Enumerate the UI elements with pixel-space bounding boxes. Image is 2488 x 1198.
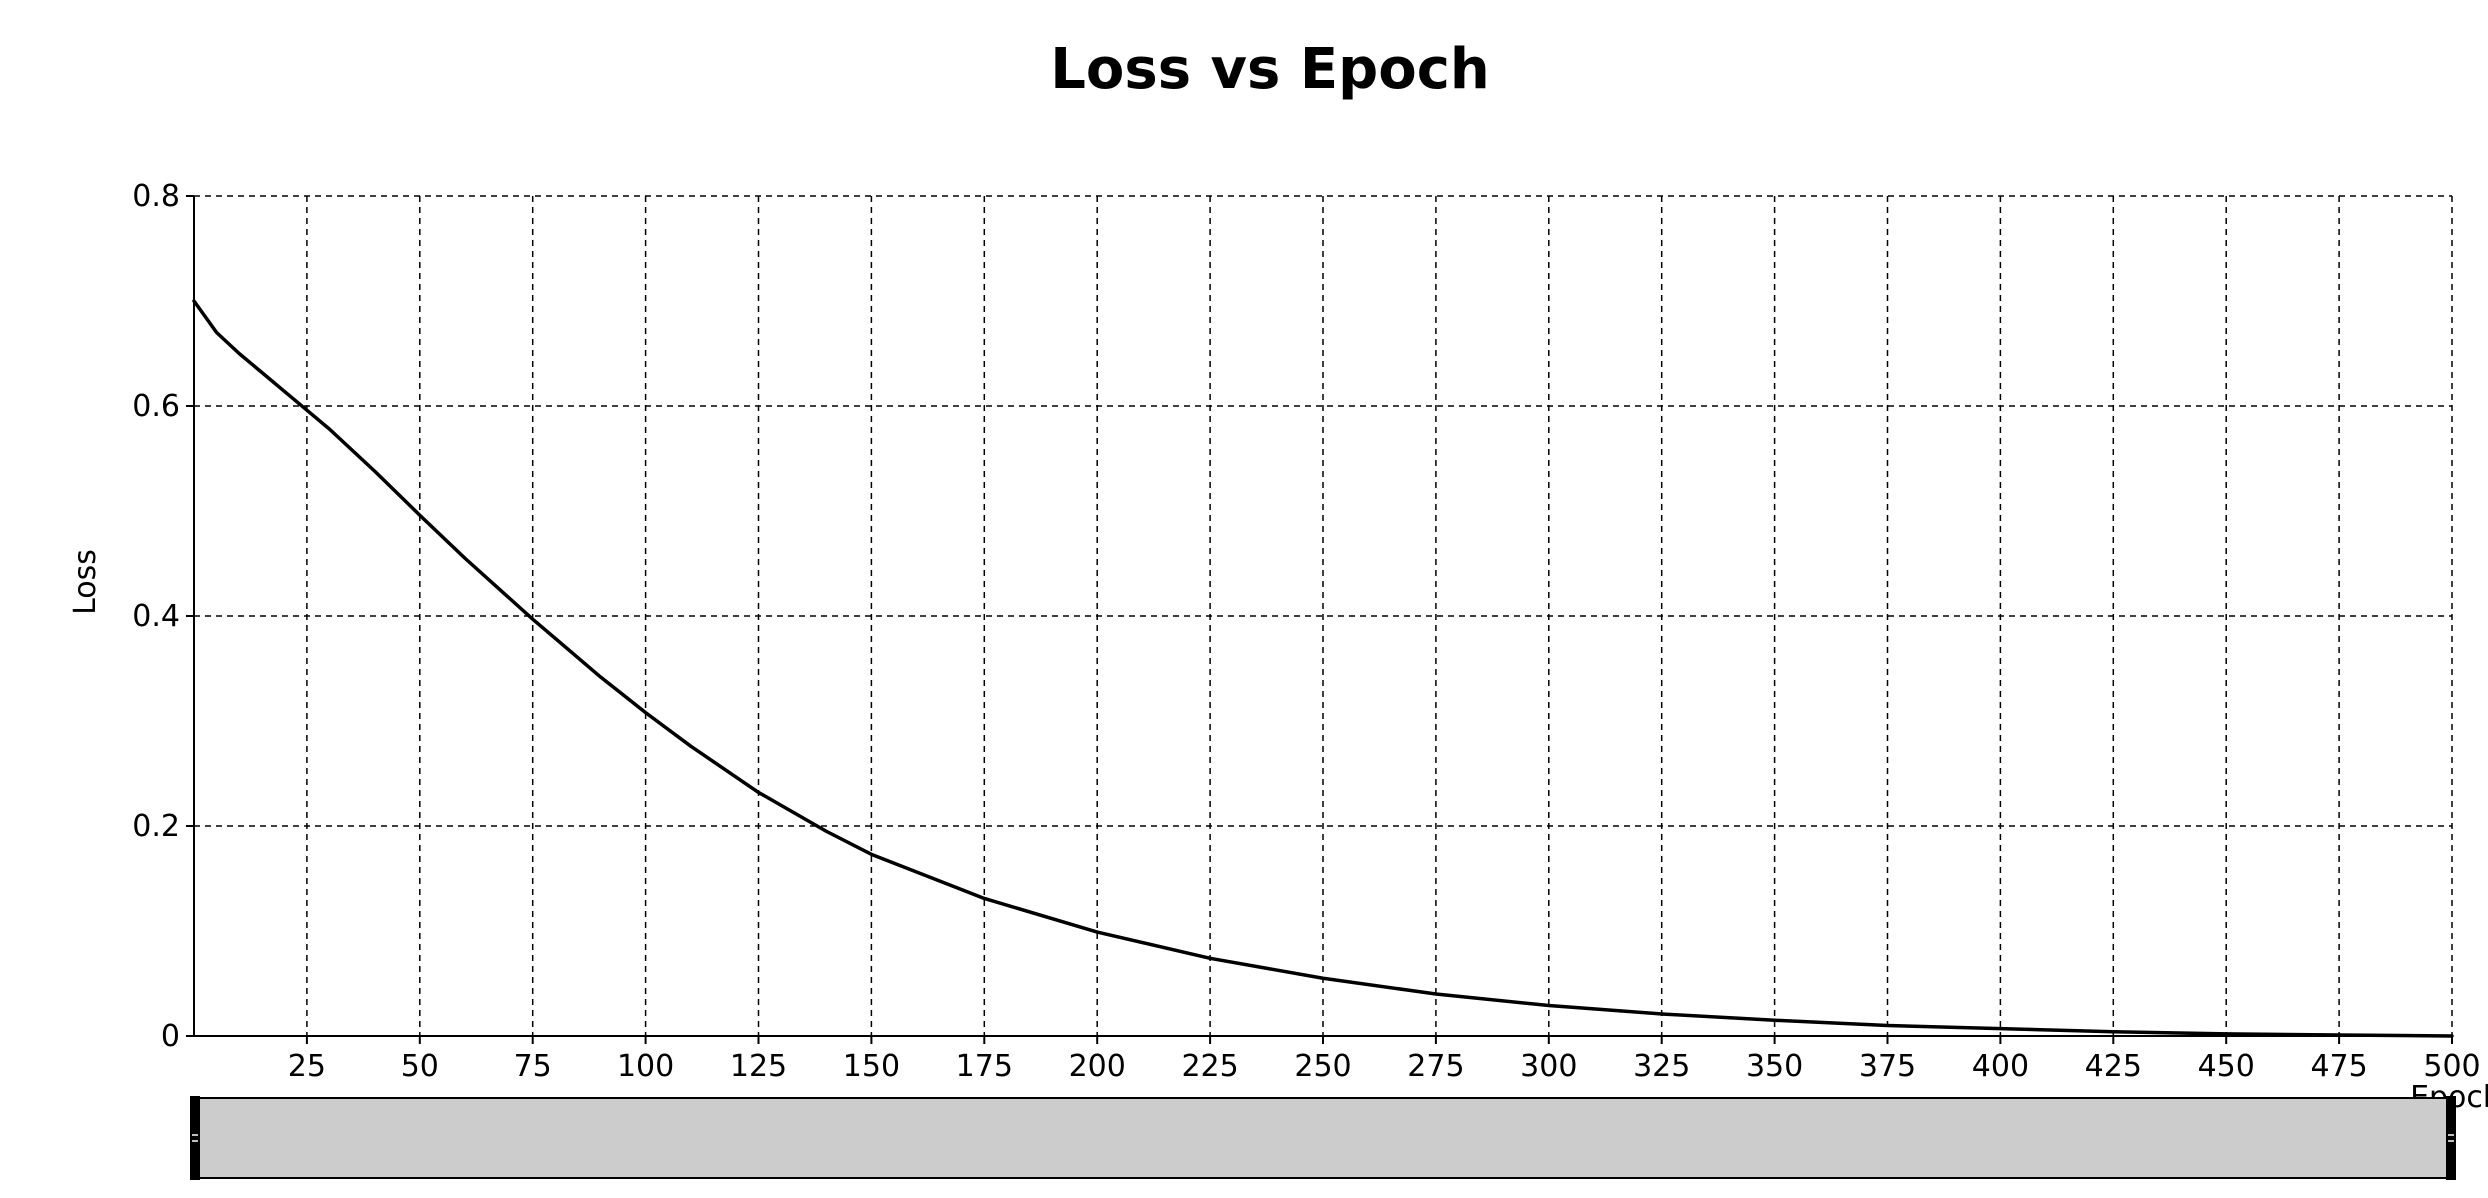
zoom-handle-right[interactable]: [2446, 1096, 2456, 1180]
x-tick-label: 500: [2423, 1049, 2480, 1084]
x-tick-label: 375: [1859, 1049, 1916, 1084]
x-tick-label: 275: [1407, 1049, 1464, 1084]
series: [192, 299, 2454, 1038]
x-tick-label: 75: [514, 1049, 552, 1084]
zoom-slider[interactable]: [190, 1096, 2456, 1180]
y-tick-label: 0.4: [132, 599, 180, 634]
x-tick-label: 400: [1972, 1049, 2029, 1084]
x-tick-label: 425: [2085, 1049, 2142, 1084]
x-tick-label: 25: [288, 1049, 326, 1084]
x-tick-label: 150: [843, 1049, 900, 1084]
x-tick-label: 300: [1520, 1049, 1577, 1084]
x-tick-label: 50: [401, 1049, 439, 1084]
y-tick-label: 0.6: [132, 389, 180, 424]
x-tick-label: 350: [1746, 1049, 1803, 1084]
grid-lines: [194, 195, 2453, 1036]
x-tick-label: 450: [2198, 1049, 2255, 1084]
y-tick-label: 0.2: [132, 809, 180, 844]
zoom-track: [193, 1097, 2453, 1179]
x-tick-label: 175: [956, 1049, 1013, 1084]
chart-title: Loss vs Epoch: [1050, 37, 1490, 102]
y-axis-ticks: 0 0.2 0.4 0.6 0.8: [132, 179, 194, 1054]
y-axis-title: Loss: [68, 549, 103, 615]
x-tick-label: 250: [1294, 1049, 1351, 1084]
series-line: [192, 299, 2454, 1038]
x-tick-label: 475: [2310, 1049, 2367, 1084]
x-tick-label: 325: [1633, 1049, 1690, 1084]
x-tick-label: 125: [730, 1049, 787, 1084]
x-tick-label: 200: [1069, 1049, 1126, 1084]
y-tick-label: 0: [161, 1019, 180, 1054]
x-axis-ticks: 25 50 75 100 125 150 175 200 225 250 275 300 325 350 3…: [288, 1036, 2481, 1084]
x-tick-label: 225: [1181, 1049, 1238, 1084]
y-tick-label: 0.8: [132, 179, 180, 214]
x-tick-label: 100: [617, 1049, 674, 1084]
zoom-handle-left[interactable]: [190, 1096, 200, 1180]
